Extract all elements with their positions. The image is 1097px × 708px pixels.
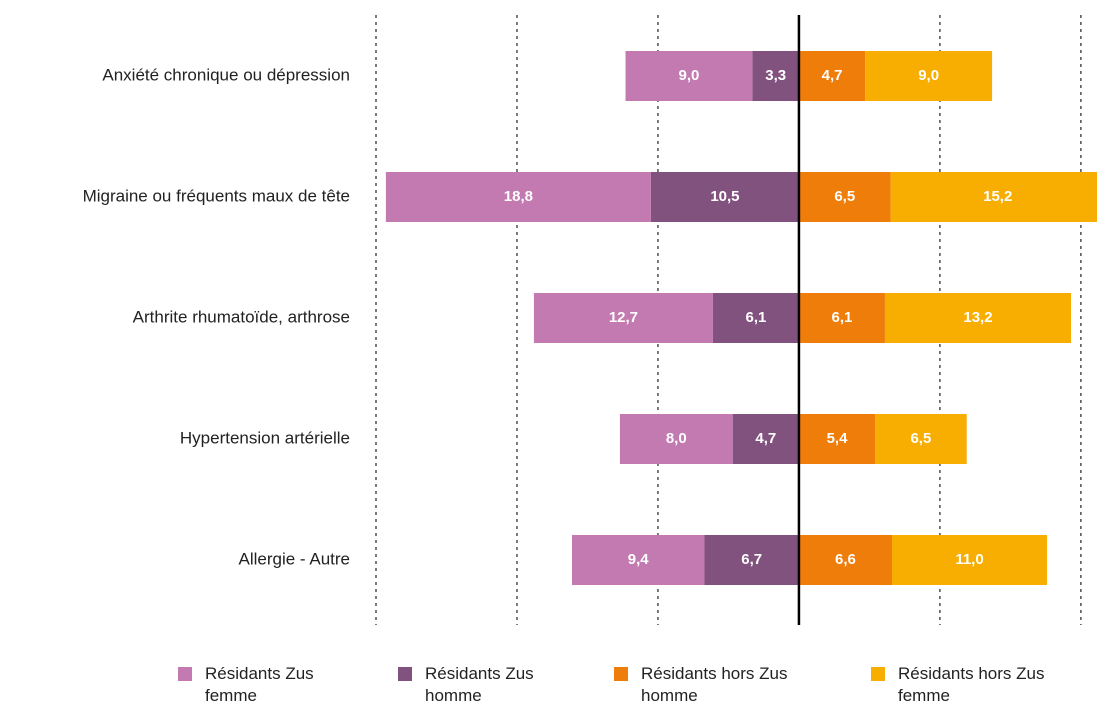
- bar-segment: [865, 51, 993, 101]
- data-label: 12,7: [609, 309, 638, 326]
- category-label: Arthrite rhumatoïde, arthrose: [133, 307, 350, 326]
- bar-segment: [704, 535, 799, 585]
- data-label: 6,6: [835, 551, 856, 568]
- bar-segment: [650, 172, 799, 222]
- legend-label: Résidants Zus femme: [205, 664, 314, 705]
- data-label: 9,0: [918, 67, 939, 84]
- data-label: 18,8: [504, 188, 533, 205]
- data-label: 4,7: [755, 430, 776, 447]
- bar-segment: [625, 51, 753, 101]
- bar-segment: [875, 414, 967, 464]
- data-label: 9,0: [679, 67, 700, 84]
- data-label: 4,7: [822, 67, 843, 84]
- data-label: 6,7: [741, 551, 762, 568]
- category-label: Anxiété chronique ou dépression: [102, 65, 350, 84]
- data-label: 6,1: [832, 309, 853, 326]
- legend-swatch: [871, 667, 885, 681]
- data-label: 6,5: [910, 430, 931, 447]
- bar-segment: [798, 51, 866, 101]
- data-label: 13,2: [963, 309, 992, 326]
- data-label: 6,1: [746, 309, 767, 326]
- legend-label: Résidants hors Zus homme: [641, 664, 788, 705]
- bar-segment: [533, 293, 713, 343]
- category-label: Migraine ou fréquents maux de tête: [83, 186, 350, 205]
- bar-segment: [712, 293, 799, 343]
- bar-segment: [798, 172, 891, 222]
- bar-segment: [732, 414, 799, 464]
- legend-label: Résidants hors Zus femme: [898, 664, 1045, 705]
- legend-swatch: [398, 667, 412, 681]
- legend-swatch: [178, 667, 192, 681]
- data-label: 5,4: [827, 430, 849, 447]
- data-label: 8,0: [666, 430, 687, 447]
- data-label: 10,5: [710, 188, 739, 205]
- legend-label: Résidants Zus homme: [425, 664, 534, 705]
- data-label: 15,2: [983, 188, 1012, 205]
- data-label: 3,3: [765, 67, 786, 84]
- bar-segment: [385, 172, 651, 222]
- bar-segment: [884, 293, 1072, 343]
- category-label: Hypertension artérielle: [180, 428, 350, 447]
- data-label: 11,0: [955, 551, 983, 568]
- bar-segment: [571, 535, 705, 585]
- bar-segment: [798, 414, 876, 464]
- category-label: Allergie - Autre: [239, 549, 351, 568]
- data-label: 9,4: [628, 551, 650, 568]
- data-label: 6,5: [834, 188, 855, 205]
- bar-segment: [891, 535, 1048, 585]
- legend-swatch: [614, 667, 628, 681]
- bar-segment: [798, 293, 885, 343]
- bar-segment: [890, 172, 1097, 222]
- bar-segment: [619, 414, 733, 464]
- bar-segment: [798, 535, 892, 585]
- bar-segment: [752, 51, 799, 101]
